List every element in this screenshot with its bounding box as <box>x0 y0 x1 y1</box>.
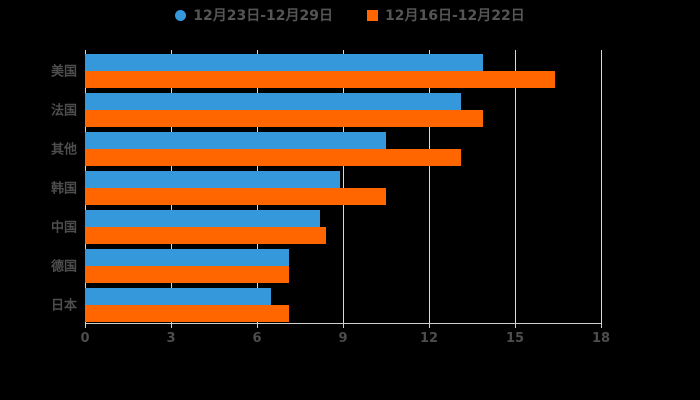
y-axis-category-label: 法国 <box>50 103 77 118</box>
bar-group <box>85 206 601 245</box>
bar-group <box>85 50 601 89</box>
bar-series-1[interactable] <box>85 188 386 205</box>
gridline <box>343 50 344 323</box>
x-axis-tick-label: 0 <box>80 331 90 346</box>
gridline <box>515 50 516 323</box>
bar-group <box>85 245 601 284</box>
legend-label-series-0: 12月23日-12月29日 <box>193 8 333 24</box>
x-axis-tick <box>85 323 86 328</box>
y-axis-category-label: 美国 <box>50 64 77 79</box>
y-axis-category-label: 中国 <box>50 220 77 235</box>
bar-group <box>85 89 601 128</box>
x-axis-tick-label: 15 <box>505 331 525 346</box>
bar-series-1[interactable] <box>85 227 326 244</box>
y-axis-category-label: 韩国 <box>50 181 77 196</box>
legend-swatch-icon-series-0 <box>175 9 187 21</box>
bar-series-0[interactable] <box>85 210 321 227</box>
bar-series-0[interactable] <box>85 249 289 266</box>
plot-area <box>85 50 602 323</box>
bar-group <box>85 167 601 206</box>
gridline <box>601 50 602 323</box>
bar-series-1[interactable] <box>85 266 289 283</box>
x-axis-tick-label: 18 <box>591 331 611 346</box>
y-axis-category-label: 德国 <box>50 259 77 274</box>
x-axis-tick <box>429 323 430 328</box>
gridline <box>429 50 430 323</box>
bar-series-1[interactable] <box>85 71 556 88</box>
legend-item-series-0[interactable]: 12月23日-12月29日 <box>175 5 333 25</box>
x-axis-tick-label: 12 <box>419 331 439 346</box>
y-axis-category-label: 日本 <box>50 298 77 313</box>
x-axis-tick <box>343 323 344 328</box>
bar-series-0[interactable] <box>85 288 272 305</box>
x-axis-tick-label: 9 <box>338 331 348 346</box>
x-axis-tick <box>171 323 172 328</box>
x-axis-tick <box>257 323 258 328</box>
bar-series-0[interactable] <box>85 54 484 71</box>
bar-series-0[interactable] <box>85 132 386 149</box>
bar-series-0[interactable] <box>85 93 461 110</box>
bar-series-0[interactable] <box>85 171 341 188</box>
x-axis-tick <box>515 323 516 328</box>
bar-group <box>85 128 601 167</box>
x-axis-tick-label: 6 <box>252 331 262 346</box>
bar-series-1[interactable] <box>85 305 289 322</box>
chart-legend: 12月23日-12月29日 12月16日-12月22日 <box>0 0 700 30</box>
bar-series-1[interactable] <box>85 149 461 166</box>
legend-swatch-icon-series-1 <box>367 9 378 21</box>
x-axis-tick <box>601 323 602 328</box>
legend-item-series-1[interactable]: 12月16日-12月22日 <box>367 5 525 25</box>
legend-label-series-1: 12月16日-12月22日 <box>385 8 525 24</box>
y-axis-category-label: 其他 <box>50 142 77 157</box>
bar-group <box>85 284 601 323</box>
bar-series-1[interactable] <box>85 110 484 127</box>
x-axis-tick-label: 3 <box>166 331 176 346</box>
